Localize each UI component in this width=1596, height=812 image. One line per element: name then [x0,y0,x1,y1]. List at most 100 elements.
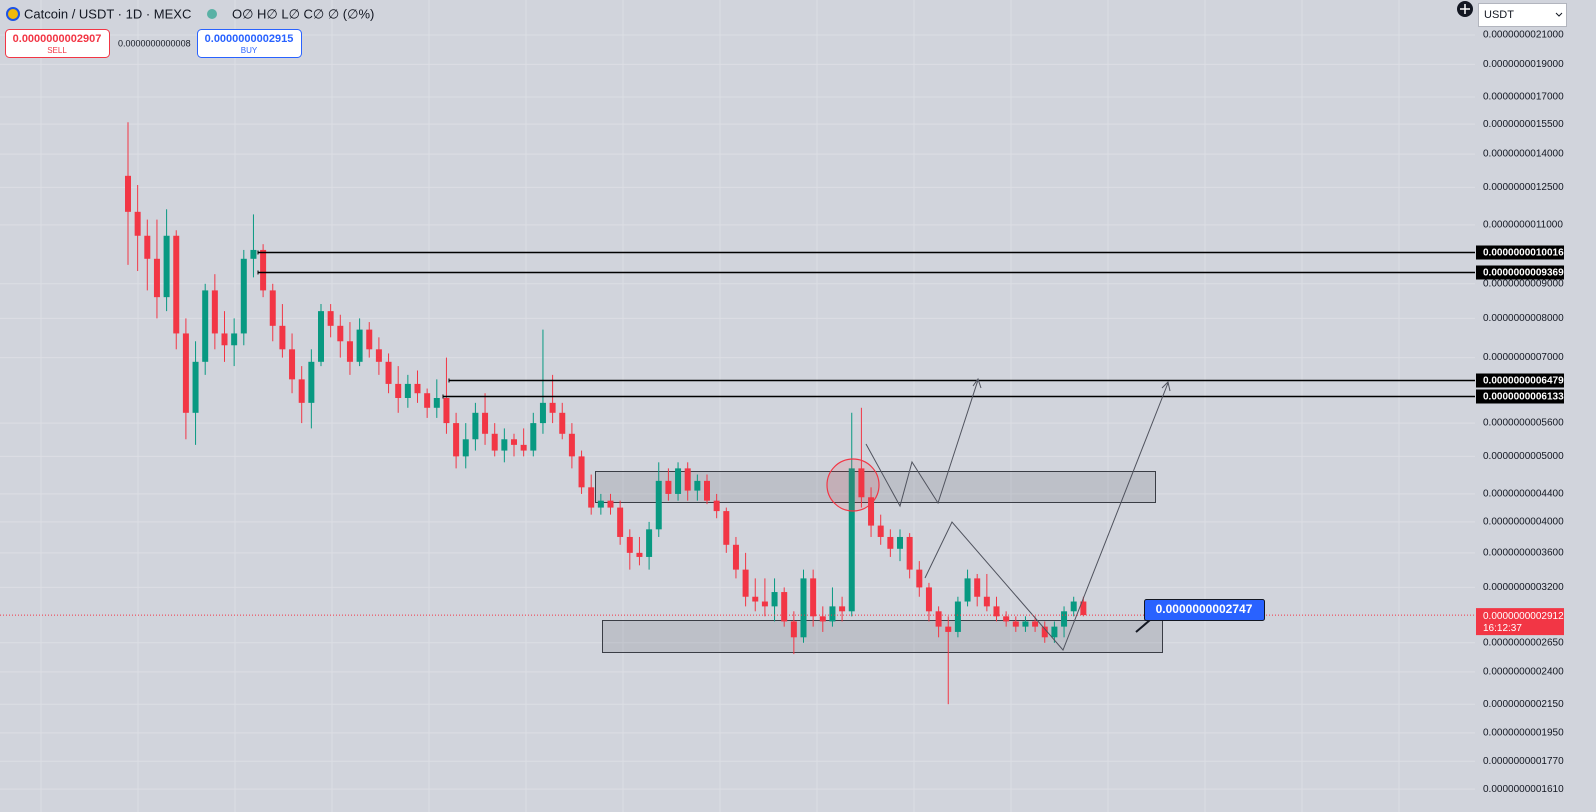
countdown: 16:12:37 [1483,623,1522,634]
buy-button[interactable] [197,29,302,58]
candle-body [385,361,392,384]
add-icon [1460,4,1470,14]
status-dot [207,9,217,19]
level-label-bg [1476,245,1564,260]
y-tick-label: 0.0000000001950 [1483,727,1564,738]
y-tick-label: 0.0000000009000 [1483,278,1564,289]
last-price-bg [1476,608,1564,636]
candle-body [153,258,160,298]
y-tick-label: 0.0000000005600 [1483,418,1564,429]
candle-body [983,596,990,607]
candle-body [916,569,923,588]
candle-body [848,468,855,612]
select-caret [1555,12,1563,17]
candle-body [240,258,247,334]
candle-body [945,626,952,632]
candle-body [1051,626,1058,638]
candle-body [858,468,865,498]
projection-path [865,379,979,508]
candle-body [472,412,479,440]
y-tick-label: 0.0000000002150 [1483,699,1564,710]
candle-body [404,383,411,398]
candle-body [250,249,257,259]
y-tick-label: 0.0000000002400 [1483,667,1564,678]
y-tick-label: 0.0000000007000 [1483,352,1564,363]
candle-body [482,412,489,434]
candle-body [530,423,537,451]
candle-body [752,596,759,602]
candle-body [173,235,180,334]
candle-body [993,606,1000,617]
candle-body [974,578,981,597]
y-tick-label: 0.0000000021000 [1483,30,1564,41]
candle-body [511,439,517,445]
y-tick-label: 0.0000000012500 [1483,182,1564,193]
candle-body [443,397,450,424]
highlight-circle [826,458,880,512]
candle-body [684,468,691,491]
candle-body [954,601,961,632]
candle-body [636,552,643,557]
candle-body [289,349,296,380]
currency-select[interactable] [1478,3,1567,27]
candle-body [897,536,903,549]
candle-body [868,497,875,526]
candle-body [539,402,546,424]
candle-body [655,480,662,530]
candle-body [761,601,768,607]
candle-body [134,211,141,236]
candle-body [704,480,710,501]
candle-body [771,592,778,607]
sell-button[interactable] [5,29,110,58]
candle-body [626,536,633,553]
spread: 0.0000000000008 [118,38,191,48]
candle-body [588,487,595,508]
candle-body [375,349,382,362]
candle-body [568,433,575,457]
candle-body [491,433,498,451]
candle-body [298,379,305,403]
level-label-bg [1476,373,1564,388]
y-tick-label: 0.0000000008000 [1483,313,1564,324]
y-tick-label: 0.0000000017000 [1483,92,1564,103]
y-tick-label: 0.0000000011000 [1483,220,1563,231]
candle-body [925,587,932,612]
candle-body [182,333,189,413]
buy-price: 0.0000000002915 [205,33,294,45]
candle-body [810,578,817,617]
candle-body [1061,611,1068,627]
candle-body [260,249,267,291]
candle-body [1080,601,1087,616]
candle-body [790,621,797,638]
candle-body [279,325,286,350]
candle-body [1003,616,1010,622]
buy-label: BUY [241,46,258,55]
level-label-bg [1476,265,1564,280]
candle-body [829,606,836,622]
sell-label: SELL [47,46,67,55]
level-label: 0.0000000006133 [1483,392,1564,403]
symbol-logo [6,7,20,21]
candle-body [742,569,749,597]
last-price-label: 0.0000000002912 [1483,611,1564,622]
y-tick-label: 0.0000000014000 [1483,149,1564,160]
level-label: 0.0000000009369 [1483,268,1564,279]
candle-body [646,529,653,557]
y-tick-label: 0.0000000005000 [1483,451,1564,462]
candle-body [327,311,334,326]
candle-body [520,444,527,451]
zone [602,620,1163,653]
candle-body [356,329,363,362]
candle-body [144,235,151,259]
candle-body [192,361,199,413]
candle-body [414,383,421,394]
candle-body [694,480,701,491]
candle-body [202,290,209,362]
candle-body [1022,621,1029,627]
candle-body [877,525,884,537]
y-tick-label: 0.0000000001610 [1483,784,1564,795]
candle-body [617,507,624,537]
candle-body [346,341,353,362]
